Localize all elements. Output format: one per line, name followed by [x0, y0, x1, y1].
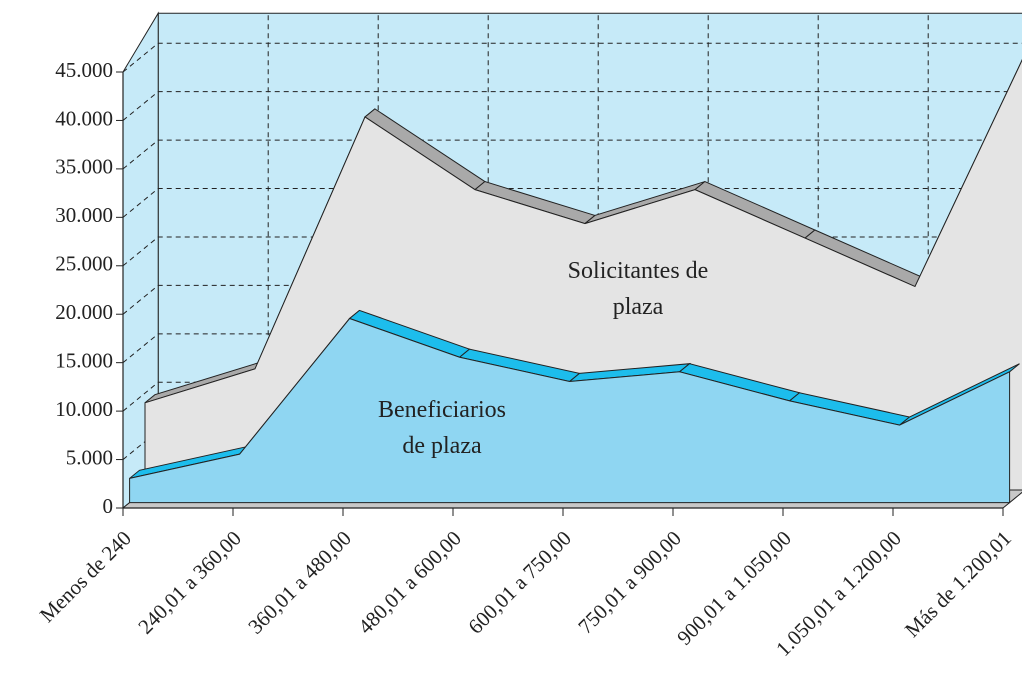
grid-line: [122, 139, 1022, 170]
y-tick-label: 20.000: [55, 300, 113, 324]
y-tick-label: 30.000: [55, 203, 113, 227]
grid-line: [122, 188, 1022, 218]
series-label: Solicitantes de plaza: [567, 258, 709, 320]
series-label-text: Solicitantes de plaza: [567, 258, 709, 320]
x-tick-label: 480,01 a 600,00: [353, 526, 466, 639]
series-label-text: Beneficiarios de plaza: [378, 397, 506, 459]
grid-line: [122, 91, 1022, 121]
x-tick-label: 360,01 a 480,00: [243, 526, 356, 639]
y-tick-label: 45.000: [55, 58, 113, 82]
x-tick-label: 240,01 a 360,00: [133, 526, 246, 639]
y-tick-label: 40.000: [55, 106, 113, 130]
x-tick-label: Menos de 240: [35, 526, 136, 627]
y-tick-label: 0: [103, 494, 114, 518]
x-tick-label: Más de 1.200,01: [900, 526, 1016, 642]
y-tick-label: 25.000: [55, 252, 113, 276]
grid-line: [122, 42, 1022, 73]
y-tick-label: 10.000: [55, 397, 113, 421]
series-label: Beneficiarios de plaza: [378, 397, 506, 459]
y-tick-label: 5.000: [66, 445, 113, 469]
x-tick-label: 600,01 a 750,00: [463, 526, 576, 639]
x-tick-label: 750,01 a 900,00: [573, 526, 686, 639]
x-tick-label: 900,01 a 1.050,00: [672, 526, 796, 650]
y-tick-label: 15.000: [55, 348, 113, 372]
y-tick-label: 35.000: [55, 155, 113, 179]
area: [129, 317, 1011, 504]
